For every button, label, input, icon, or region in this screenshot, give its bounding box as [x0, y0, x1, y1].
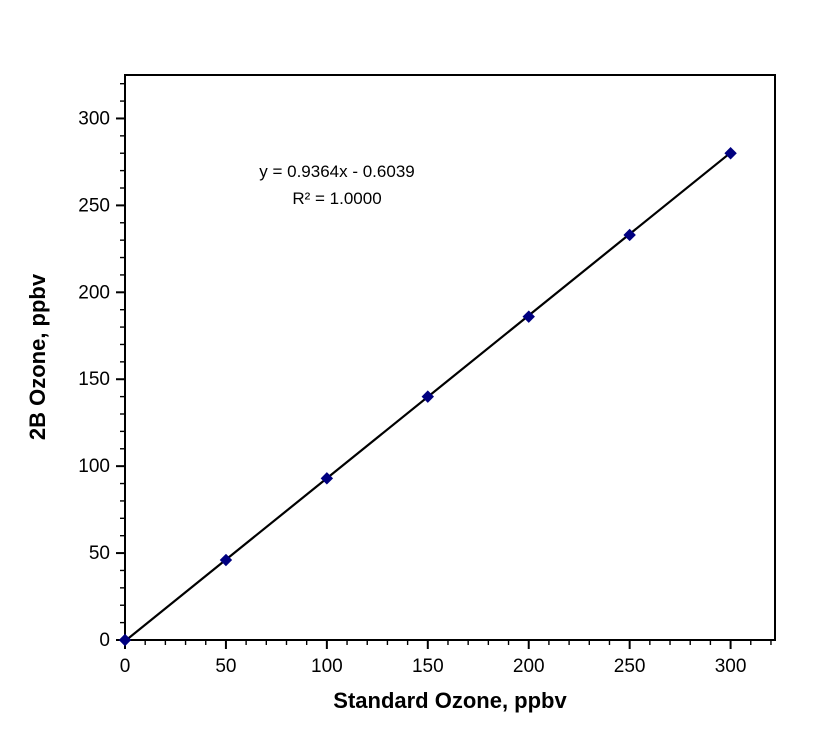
y-tick-label: 50 — [89, 543, 110, 564]
y-tick-label: 300 — [78, 108, 110, 129]
x-tick-label: 200 — [513, 656, 545, 677]
x-axis-title: Standard Ozone, ppbv — [333, 688, 567, 713]
y-tick-label: 100 — [78, 456, 110, 477]
y-axis-title: 2B Ozone, ppbv — [25, 273, 50, 441]
x-tick-label: 100 — [311, 656, 343, 677]
data-point-marker — [320, 472, 334, 485]
data-point-marker — [522, 310, 535, 323]
x-tick-label: 150 — [412, 656, 444, 677]
data-point-marker — [724, 147, 737, 160]
y-tick-label: 150 — [78, 369, 110, 390]
data-point-marker — [421, 390, 435, 403]
data-point-marker — [623, 228, 636, 242]
y-tick-label: 250 — [78, 195, 110, 216]
r-squared-text: R² = 1.0000 — [292, 189, 382, 208]
x-tick-label: 250 — [614, 656, 646, 677]
x-tick-label: 300 — [715, 656, 747, 677]
plot-border — [124, 74, 776, 641]
x-tick-label: 0 — [120, 656, 131, 677]
data-point-marker — [118, 633, 132, 647]
equation-text: y = 0.9364x - 0.6039 — [259, 162, 415, 181]
x-tick-label: 50 — [215, 656, 236, 677]
y-tick-label: 0 — [99, 630, 110, 651]
y-tick-label: 200 — [78, 282, 110, 303]
trendline-equation: y = 0.9364x - 0.6039 R² = 1.0000 — [222, 158, 452, 212]
data-point-marker — [219, 553, 233, 567]
